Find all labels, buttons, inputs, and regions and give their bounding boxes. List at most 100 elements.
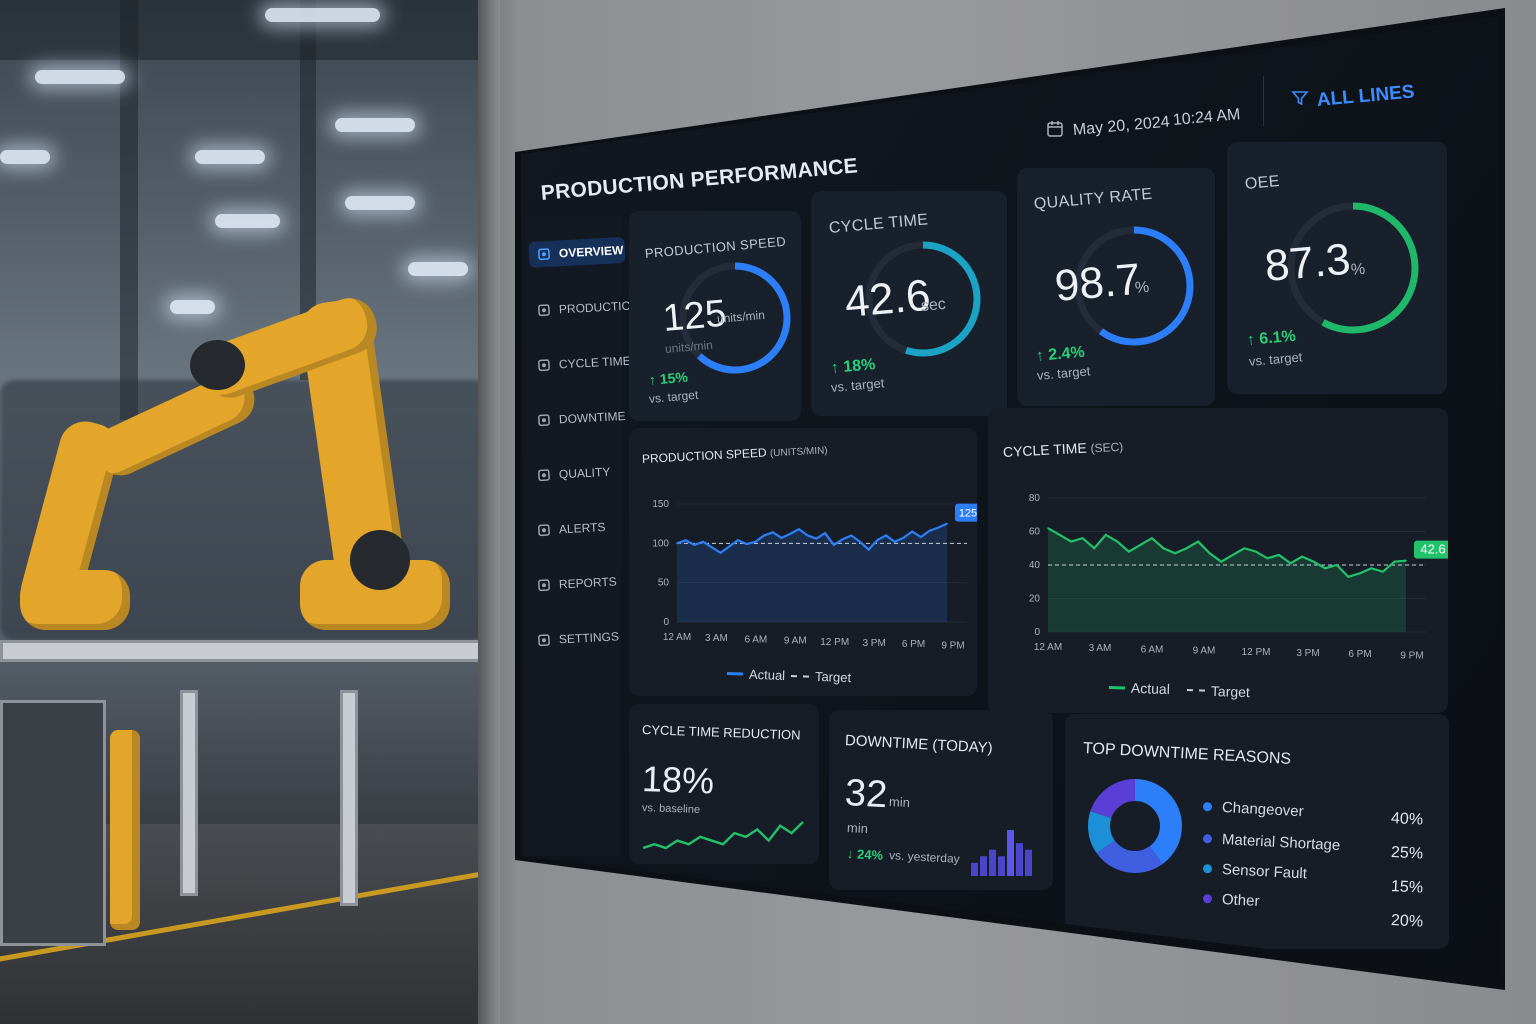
x-tick-label: 9 PM	[1400, 650, 1423, 661]
x-tick-label: 6 AM	[744, 634, 767, 645]
gauge-fill	[1287, 202, 1419, 334]
downtime-bar	[980, 856, 987, 876]
kpi-value: 98.7	[1052, 254, 1143, 311]
top-downtime-reasons-panel	[1065, 714, 1449, 949]
data-point	[754, 540, 757, 543]
x-tick-label: 12 PM	[820, 637, 849, 648]
data-point	[1128, 550, 1130, 553]
data-point	[1104, 534, 1107, 536]
legend-swatch	[1202, 894, 1213, 904]
y-tick-label: 50	[658, 578, 670, 589]
cycle-reduction-value: 18%	[641, 758, 715, 802]
data-point	[1301, 555, 1303, 558]
sparkline	[642, 821, 804, 850]
legend-swatch	[1202, 864, 1213, 874]
production-speed-chart: 0 50 100 150 12 AM 3 AM 6 AM 9 AM 12 PM 3 PM 6 PM 9…	[652, 499, 977, 651]
chart-legend-target: Target	[1186, 682, 1250, 700]
sidebar-item-settings[interactable]: SETTINGS	[528, 623, 625, 654]
kpi-delta: ↑ 15%	[648, 368, 689, 388]
x-tick-label: 3 PM	[862, 638, 885, 649]
data-point	[1162, 547, 1165, 550]
x-tick-label: 9 PM	[941, 640, 964, 651]
sidebar-item-reports[interactable]: REPORTS	[528, 568, 625, 599]
data-point	[1393, 560, 1396, 563]
x-tick-label: 12 AM	[1034, 642, 1062, 653]
report-icon	[537, 578, 552, 593]
data-point	[859, 540, 861, 543]
data-point	[1289, 562, 1292, 565]
downtime-bar	[971, 862, 978, 876]
legend-swatch	[1108, 685, 1126, 690]
downtime-reason-percent: 40%	[1390, 810, 1424, 829]
x-tick-label: 3 AM	[705, 633, 728, 644]
data-point	[946, 522, 948, 525]
calendar-icon	[1046, 120, 1064, 143]
end-value-label: 42.6	[1420, 542, 1445, 557]
data-point	[867, 548, 870, 551]
donut-slice	[1088, 779, 1182, 873]
data-point	[728, 545, 731, 548]
cycle-time-reduction-panel	[629, 704, 819, 864]
data-point	[928, 529, 931, 532]
downtime-reason-name: Other	[1221, 891, 1260, 910]
kpi-card-oee[interactable]	[1227, 142, 1447, 394]
data-point	[806, 534, 809, 537]
kpi-gauges	[679, 202, 1419, 374]
data-point	[937, 526, 940, 529]
series-area	[677, 523, 947, 622]
data-point	[1047, 527, 1049, 529]
sidebar-item-production[interactable]: PRODUCTION	[528, 293, 640, 324]
data-point	[693, 544, 696, 546]
data-point	[1278, 554, 1280, 556]
data-point	[772, 531, 774, 534]
data-point	[911, 530, 913, 533]
kpi-unit: %	[1134, 278, 1150, 297]
data-point	[1243, 547, 1246, 550]
sidebar-item-cycle-time[interactable]: CYCLE TIME	[528, 348, 631, 379]
data-point	[1116, 540, 1119, 543]
legend-label: Actual	[748, 666, 786, 684]
legend-swatch	[1202, 834, 1213, 844]
sidebar-item-alerts[interactable]: ALERTS	[528, 513, 625, 544]
data-point	[815, 537, 818, 540]
shield-icon	[537, 468, 552, 483]
gear-icon	[537, 633, 552, 648]
downtime-delta: ↓ 24%	[846, 846, 884, 863]
data-point	[702, 540, 704, 543]
data-point	[1139, 544, 1142, 546]
data-point	[1382, 570, 1384, 573]
dashboard-screen: PRODUCTION PERFORMANCE May 20, 2024 10:2…	[521, 16, 1499, 978]
data-point	[1405, 559, 1407, 562]
downtime-unit: min	[888, 794, 911, 811]
y-tick-label: 60	[1029, 527, 1041, 538]
downtime-reason-percent: 15%	[1390, 878, 1424, 897]
warning-icon	[537, 523, 552, 538]
data-point	[876, 539, 879, 541]
chart-unit-label: (SEC)	[1090, 439, 1124, 456]
y-tick-label: 40	[1029, 560, 1041, 571]
filter-icon	[1291, 89, 1309, 112]
sidebar-item-quality[interactable]: QUALITY	[528, 458, 625, 489]
factory-background	[0, 0, 490, 1024]
x-tick-label: 12 AM	[663, 632, 691, 643]
downtime-reason-percent: 25%	[1390, 844, 1424, 863]
kpi-card-production-speed[interactable]	[629, 211, 801, 421]
downtime-bar-chart	[971, 830, 1032, 876]
kpi-card-quality-rate[interactable]	[1017, 168, 1215, 406]
chart-legend-actual: Actual	[1108, 679, 1170, 697]
sidebar-item-overview[interactable]: OVERVIEW	[528, 236, 626, 268]
data-point	[902, 537, 905, 539]
downtime-bar	[1007, 830, 1014, 876]
downtime-donut-chart	[1088, 779, 1182, 873]
series-line-actual	[676, 522, 948, 555]
end-value-label: 125	[959, 508, 977, 520]
chart-legend-target: Target	[790, 668, 851, 685]
end-value-badge	[955, 503, 977, 522]
chart-legend-actual: Actual	[726, 666, 786, 684]
data-point	[1220, 560, 1223, 563]
end-value-badge	[1414, 540, 1448, 559]
filter-button[interactable]: ALL LINES	[1291, 81, 1415, 112]
sidebar-item-downtime[interactable]: DOWNTIME	[528, 403, 626, 434]
downtime-reason-percent: 20%	[1390, 912, 1424, 931]
data-point	[1185, 547, 1188, 550]
